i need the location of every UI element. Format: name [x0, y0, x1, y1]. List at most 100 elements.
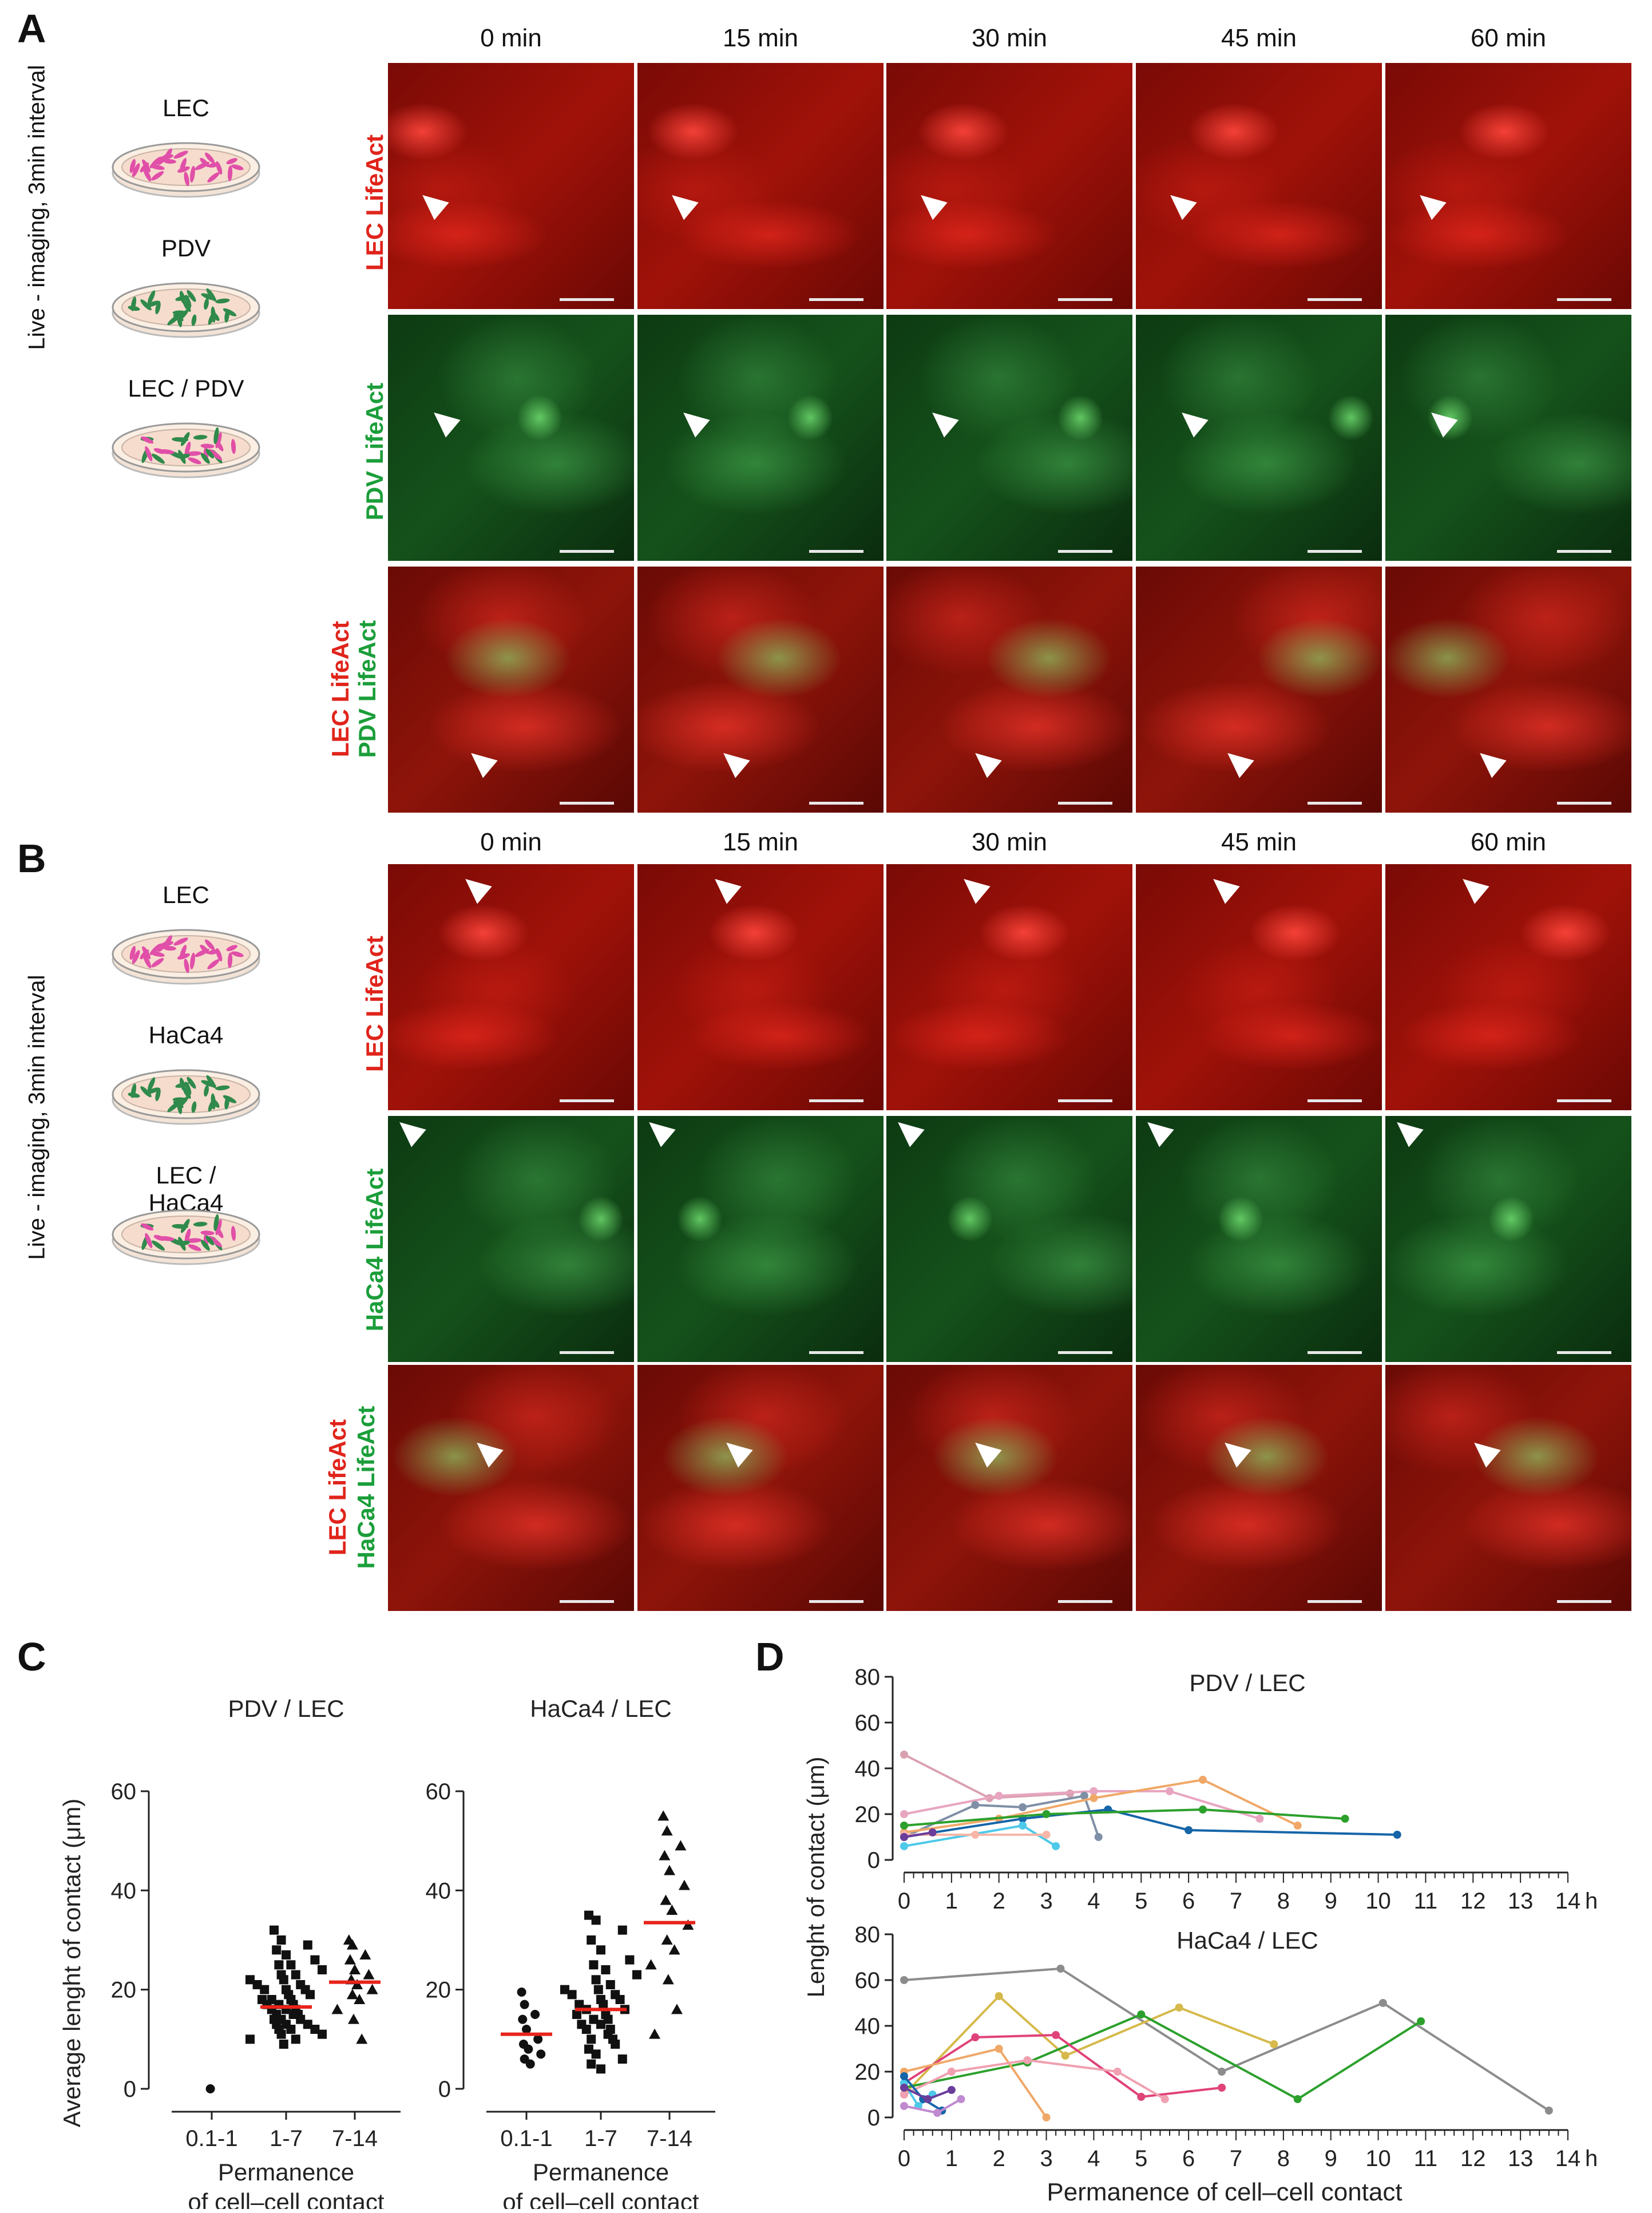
data-point [344, 1954, 356, 1965]
image-tile-a-r0-c1 [637, 63, 884, 309]
row-label-b-merge-haca4: HaCa4 LifeAct [352, 1406, 379, 1569]
series-point [1042, 2113, 1051, 2121]
arrowhead-icon [426, 403, 461, 438]
x-tick-label: 3 [1040, 1889, 1052, 1914]
data-point [291, 1970, 300, 1980]
data-point [599, 2000, 608, 2009]
data-point [617, 1925, 627, 1935]
series-point [947, 2068, 956, 2076]
data-point [282, 1950, 291, 1959]
time-label-a-0: 0 min [480, 24, 542, 52]
scale-bar [809, 550, 863, 553]
chart-title: PDV / LEC [228, 1695, 344, 1722]
series-point [1090, 1787, 1098, 1795]
series-point [1042, 1810, 1051, 1818]
arrowhead-icon [641, 1116, 676, 1147]
scale-bar [1557, 802, 1611, 805]
time-label-b-0: 0 min [480, 828, 542, 856]
series-line [904, 1753, 1071, 1800]
x-tick-label: 0 [898, 1889, 910, 1914]
data-point [274, 1960, 284, 1970]
series-point [900, 2072, 908, 2080]
x-tick-label: 4 [1087, 1889, 1100, 1914]
y-tick-label: 0 [438, 2077, 451, 2102]
x-tick-label: 13 [1508, 1889, 1534, 1914]
series-point [1417, 2017, 1425, 2025]
side-caption-a: Live - imaging, 3min interval [24, 65, 50, 350]
data-point [589, 1960, 599, 1970]
data-point [660, 1894, 672, 1905]
row-label-b-lec: LEC LifeAct [361, 936, 388, 1072]
x-tick-label: 1 [945, 2146, 958, 2171]
series-point [1341, 1815, 1349, 1823]
data-point [356, 2033, 368, 2044]
data-point [671, 2004, 683, 2014]
series-line [904, 1967, 1550, 2112]
data-point [306, 1990, 315, 2000]
data-point [661, 1934, 673, 1945]
data-point [668, 1944, 680, 1955]
series-point [900, 2084, 908, 2092]
dish-b-0 [112, 929, 260, 985]
series-point [1544, 2107, 1553, 2115]
x-tick-label: 11 [1414, 1889, 1438, 1914]
series-point [995, 2045, 1003, 2053]
data-point [525, 2059, 535, 2069]
x-tick-label: 5 [1135, 1889, 1147, 1914]
data-point [591, 2049, 601, 2059]
time-label-a-1: 15 min [722, 24, 799, 52]
scale-bar [1308, 1600, 1362, 1603]
series-point [900, 1842, 908, 1850]
y-tick-label: 40 [855, 2014, 881, 2039]
scale-bar [560, 298, 614, 301]
image-tile-a-r0-c0 [388, 63, 634, 309]
data-point [664, 1864, 675, 1875]
series-point [928, 1828, 937, 1836]
arrowhead-icon [1220, 744, 1254, 778]
data-point [318, 2029, 327, 2039]
data-point [346, 1939, 358, 1950]
x-tick-label: 8 [1277, 2146, 1290, 2171]
arrowhead-icon [890, 1116, 925, 1147]
data-point [575, 2000, 584, 2009]
data-point [603, 2014, 613, 2024]
data-point [245, 1975, 255, 1985]
dish-label-b-0: LEC [163, 881, 209, 908]
arrowhead-icon [415, 186, 449, 220]
arrowhead-icon [458, 870, 492, 904]
arrowhead-icon [968, 744, 1002, 778]
series-point [900, 2091, 908, 2099]
data-point [530, 2010, 540, 2019]
dish-label-b-1: HaCa4 [148, 1022, 224, 1048]
image-tile-a-r0-c2 [886, 63, 1132, 309]
x-tick-label: 3 [1040, 2146, 1052, 2171]
image-tile-b-r1-c4 [1385, 1116, 1631, 1362]
series-point [900, 1751, 908, 1759]
scale-bar [560, 1600, 614, 1603]
series-point [971, 1801, 980, 1809]
data-point [245, 2034, 255, 2044]
dish-a-1 [112, 282, 260, 338]
data-point [252, 1980, 262, 1989]
row-label-a-lec: LEC LifeAct [361, 134, 388, 271]
y-tick-label: 0 [124, 2077, 136, 2102]
scale-bar [809, 1600, 863, 1603]
x-tick-label: 7 [1230, 2146, 1242, 2171]
data-point [572, 2010, 581, 2019]
data-point [286, 1960, 296, 1970]
image-tile-b-r1-c0 [388, 1116, 634, 1362]
scale-bar [1308, 1351, 1362, 1354]
y-tick-label: 80 [855, 1665, 881, 1690]
data-point [270, 1925, 279, 1935]
x-tick-label: 7-14 [332, 2126, 378, 2151]
scale-bar [1557, 298, 1611, 301]
series-point [971, 2033, 980, 2041]
x-tick-label: 1-7 [584, 2126, 617, 2151]
x-tick-label: 0.1-1 [185, 2126, 237, 2151]
y-tick-label: 40 [426, 1878, 451, 1903]
data-point [560, 1985, 569, 1994]
y-tick-label: 60 [855, 1711, 881, 1736]
y-axis-label: Average lenght of contact (μm) [58, 1799, 85, 2127]
series-point [971, 1831, 980, 1839]
